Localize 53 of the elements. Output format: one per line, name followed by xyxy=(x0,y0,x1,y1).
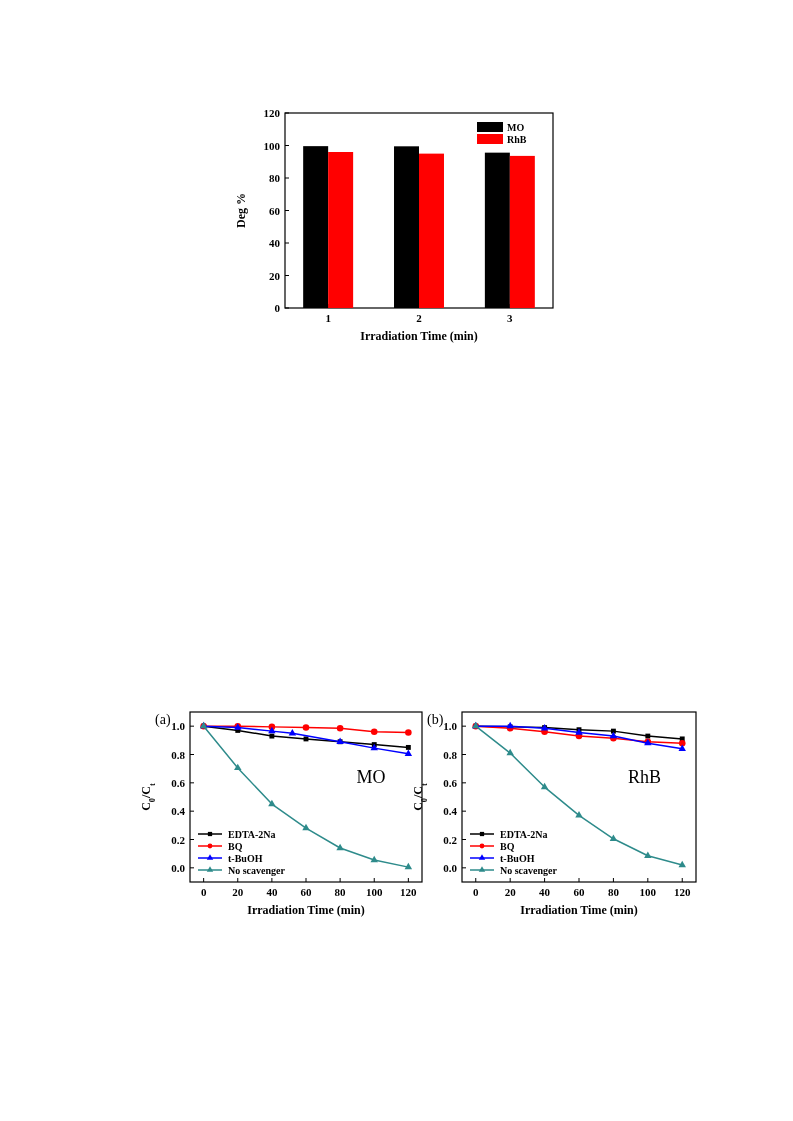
legend-label: No scavenger xyxy=(500,865,558,876)
y-tick-label: 60 xyxy=(269,204,281,217)
x-tick-label: 100 xyxy=(639,886,657,898)
legend-label: No scavenger xyxy=(228,865,286,876)
legend-label: BQ xyxy=(500,841,515,852)
y-tick-label: 1.0 xyxy=(171,720,186,733)
x-axis-title: Irradiation Time (min) xyxy=(520,903,638,917)
y-tick-label: 0.8 xyxy=(171,748,186,761)
text: (a) xyxy=(155,712,171,728)
legend-label: t-BuOH xyxy=(500,853,535,864)
x-tick-label: 40 xyxy=(539,886,551,898)
legend-label: MO xyxy=(507,122,525,133)
x-tick-label: 80 xyxy=(607,886,620,898)
y-tick-label: 0.2 xyxy=(443,833,458,846)
x-tick-label: 60 xyxy=(573,886,585,898)
y-tick-label: 0.6 xyxy=(171,776,186,789)
legend-label: RhB xyxy=(507,134,527,145)
x-tick-label: 60 xyxy=(300,886,312,898)
x-tick-label: 3 xyxy=(507,312,514,324)
y-tick-label: 0.6 xyxy=(443,776,458,789)
annotation: MO xyxy=(356,767,386,788)
annotation: RhB xyxy=(628,767,662,788)
y-tick-label: 0.0 xyxy=(171,861,186,874)
x-tick-label: 120 xyxy=(673,886,691,898)
x-tick-label: 80 xyxy=(334,886,347,898)
x-tick-label: 1 xyxy=(325,312,331,324)
legend-label: t-BuOH xyxy=(228,853,263,864)
x-tick-label: 2 xyxy=(416,312,423,324)
y-tick-label: 120 xyxy=(263,107,281,119)
x-tick-label: 120 xyxy=(400,886,418,898)
y-axis-title: Deg % xyxy=(234,193,248,228)
y-tick-label: 0.0 xyxy=(443,861,458,874)
legend-label: EDTA-2Na xyxy=(228,829,276,840)
legend-label: EDTA-2Na xyxy=(500,829,548,840)
x-tick-label: 100 xyxy=(365,886,383,898)
y-tick-label: 0.4 xyxy=(171,805,186,818)
x-axis-title: Irradiation Time (min) xyxy=(247,903,365,917)
x-axis-title: Irradiation Time (min) xyxy=(360,329,478,343)
y-tick-label: 100 xyxy=(263,139,281,152)
y-tick-label: 20 xyxy=(269,269,281,282)
y-tick-label: 40 xyxy=(269,237,281,249)
x-tick-label: 0 xyxy=(473,886,480,898)
x-tick-label: 0 xyxy=(200,886,207,898)
y-tick-label: 0.8 xyxy=(443,748,458,761)
x-tick-label: 20 xyxy=(232,886,244,898)
y-tick-label: 0.4 xyxy=(443,805,458,818)
y-tick-label: 80 xyxy=(269,172,281,184)
legend-label: BQ xyxy=(228,841,243,852)
y-tick-label: 1.0 xyxy=(443,720,458,733)
y-tick-label: 0 xyxy=(274,302,281,314)
x-tick-label: 20 xyxy=(504,886,517,898)
y-tick-label: 0.2 xyxy=(171,833,186,846)
text: (b) xyxy=(427,712,444,728)
